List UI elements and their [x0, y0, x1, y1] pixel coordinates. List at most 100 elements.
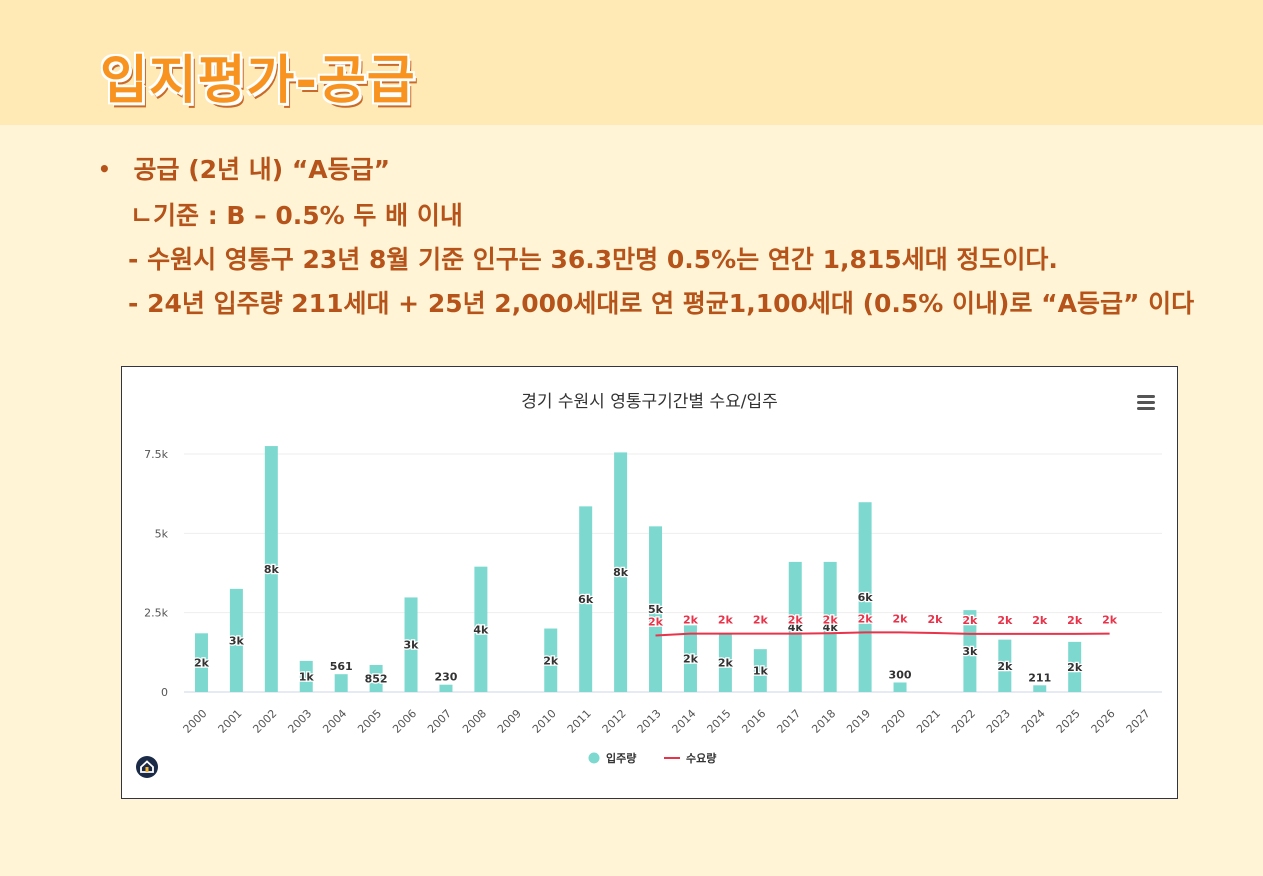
- bar: [683, 625, 697, 692]
- line-data-label: 2k: [997, 614, 1013, 627]
- bar-data-label: 2k: [718, 657, 734, 670]
- x-tick-label: 2003: [285, 707, 314, 736]
- bar-data-label: 561: [330, 660, 353, 673]
- bar: [614, 452, 628, 692]
- x-tick-label: 2009: [495, 707, 524, 736]
- demand-line: [655, 631, 1110, 637]
- bar: [858, 502, 872, 692]
- bar: [229, 588, 243, 692]
- x-tick-label: 2005: [355, 707, 384, 736]
- bar-data-label: 1k: [299, 670, 315, 683]
- x-tick-label: 2023: [984, 707, 1013, 736]
- x-tick-label: 2016: [739, 707, 768, 736]
- legend-label: 수요량: [686, 752, 716, 765]
- bar-data-label: 8k: [613, 566, 629, 579]
- page-title: 입지평가-공급: [100, 51, 416, 111]
- population-note-text: - 수원시 영통구 23년 8월 기준 인구는 36.3만명 0.5%는 연간 …: [128, 245, 1058, 274]
- line-data-label: 2k: [1032, 614, 1048, 627]
- y-tick-label: 5k: [155, 527, 169, 540]
- chart-title: 경기 수원시 영통구기간별 수요/입주: [521, 392, 778, 412]
- bar: [299, 660, 313, 692]
- x-tick-label: 2004: [320, 707, 349, 736]
- legend-marker-bar: [588, 752, 600, 764]
- x-tick-label: 2025: [1054, 707, 1083, 736]
- x-tick-label: 2024: [1019, 707, 1048, 736]
- bar: [823, 561, 837, 692]
- x-tick-label: 2006: [390, 707, 419, 736]
- bar-data-label: 4k: [823, 621, 839, 634]
- y-tick-label: 2.5k: [144, 607, 168, 620]
- bar-data-label: 1k: [753, 665, 769, 678]
- line-data-label: 2k: [927, 613, 943, 626]
- bar: [963, 610, 977, 692]
- bar: [649, 526, 663, 692]
- x-tick-label: 2008: [460, 707, 489, 736]
- supply-summary-text: - 24년 입주량 211세대 + 25년 2,000세대로 연 평균1,100…: [128, 289, 1195, 318]
- x-tick-label: 2027: [1124, 707, 1153, 736]
- x-tick-label: 2012: [600, 707, 629, 736]
- house-logo-icon[interactable]: [136, 756, 158, 778]
- bar-data-label: 3k: [404, 639, 420, 652]
- hamburger-menu-icon[interactable]: [1137, 395, 1155, 410]
- bar-data-label: 852: [365, 672, 388, 685]
- bar: [1068, 641, 1082, 692]
- bar: [439, 684, 453, 692]
- bar: [718, 633, 732, 692]
- bar-data-label: 211: [1028, 671, 1051, 684]
- x-tick-label: 2001: [216, 707, 245, 736]
- bar: [579, 506, 593, 692]
- y-tick-label: 0: [161, 686, 168, 699]
- bar: [369, 664, 383, 692]
- x-tick-label: 2011: [565, 707, 594, 736]
- bar-data-label: 8k: [264, 563, 280, 576]
- x-tick-label: 2017: [774, 707, 803, 736]
- bar: [788, 561, 802, 692]
- x-tick-label: 2021: [914, 707, 943, 736]
- bar-data-label: 3k: [962, 645, 978, 658]
- header-band: [0, 0, 1263, 125]
- line-data-label: 2k: [718, 614, 734, 627]
- bar: [1033, 685, 1047, 692]
- bar-data-label: 2k: [997, 660, 1013, 673]
- line-data-label: 2k: [893, 612, 909, 625]
- x-tick-label: 2015: [705, 707, 734, 736]
- bar: [474, 566, 488, 692]
- x-tick-label: 2022: [949, 707, 978, 736]
- bar-data-label: 6k: [578, 593, 594, 606]
- x-tick-label: 2014: [670, 707, 699, 736]
- bar-data-label: 2k: [683, 653, 699, 666]
- bar-data-label: 4k: [788, 621, 804, 634]
- bar-data-label: 2k: [194, 657, 210, 670]
- bar: [194, 633, 208, 692]
- bar-data-label: 230: [434, 671, 457, 684]
- bullet-line-1: • 공급 (2년 내) “A등급”: [98, 150, 390, 186]
- bar: [893, 682, 907, 692]
- line-data-label: 2k: [823, 613, 839, 626]
- line-data-label: 2k: [648, 616, 664, 629]
- line-data-label: 2k: [683, 614, 699, 627]
- bar-data-label: 6k: [858, 591, 874, 604]
- supply-grade-text: 공급 (2년 내) “A등급”: [133, 155, 391, 184]
- line-data-label: 2k: [753, 614, 769, 627]
- bar: [334, 674, 348, 692]
- bar: [998, 639, 1012, 692]
- bar-data-label: 5k: [648, 603, 664, 616]
- legend-label: 입주량: [606, 752, 636, 765]
- x-tick-label: 2002: [250, 707, 279, 736]
- bar: [264, 446, 278, 692]
- bar-data-label: 4k: [473, 623, 489, 636]
- chart-card: 경기 수원시 영통구기간별 수요/입주 0 2.5k 5k 7.5k 2000 2001 2…: [121, 366, 1178, 799]
- x-tick-label: 2019: [844, 707, 873, 736]
- bar-data-label: 2k: [543, 654, 559, 667]
- line-data-label: 2k: [1102, 614, 1118, 627]
- bar-data-label: 3k: [229, 634, 245, 647]
- bar-data-label: 300: [889, 668, 912, 681]
- line-data-label: 2k: [788, 614, 804, 627]
- y-tick-label: 7.5k: [144, 448, 168, 461]
- x-tick-label: 2026: [1089, 707, 1118, 736]
- x-tick-label: 2018: [809, 707, 838, 736]
- line-data-label: 2k: [1067, 614, 1083, 627]
- x-tick-label: 2007: [425, 707, 454, 736]
- x-tick-label: 2020: [879, 707, 908, 736]
